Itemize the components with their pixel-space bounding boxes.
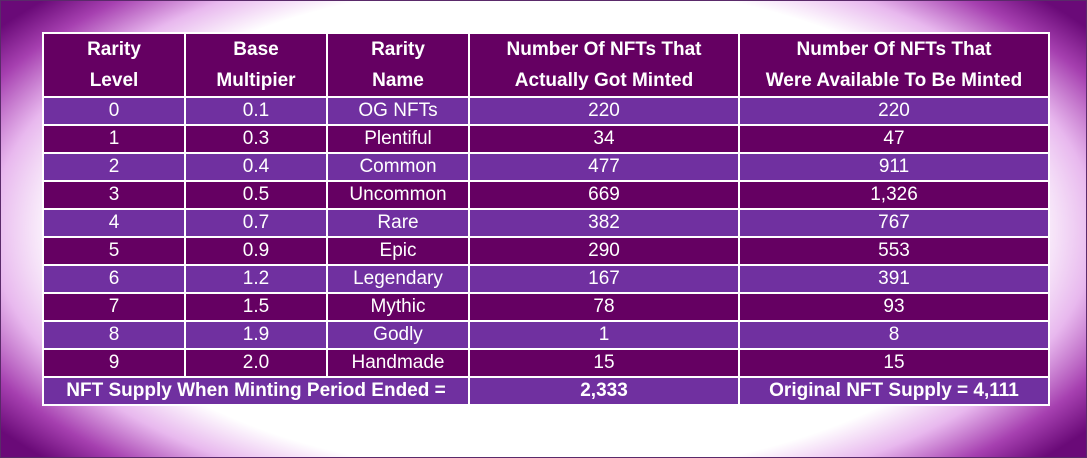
cell-available: 220 xyxy=(738,96,1050,126)
table-row: 3 0.5 Uncommon 669 1,326 xyxy=(42,180,1050,210)
minted-total: 2,333 xyxy=(468,376,740,406)
cell-minted: 15 xyxy=(468,348,740,378)
cell-name: Handmade xyxy=(326,348,470,378)
table-body: 0 0.1 OG NFTs 220 220 1 0.3 Plentiful 34… xyxy=(42,96,1050,406)
cell-minted: 220 xyxy=(468,96,740,126)
cell-minted: 78 xyxy=(468,292,740,322)
cell-name: Mythic xyxy=(326,292,470,322)
cell-multiplier: 2.0 xyxy=(184,348,328,378)
cell-multiplier: 1.9 xyxy=(184,320,328,350)
cell-multiplier: 0.4 xyxy=(184,152,328,182)
cell-minted: 34 xyxy=(468,124,740,154)
cell-multiplier: 0.7 xyxy=(184,208,328,238)
cell-available: 8 xyxy=(738,320,1050,350)
cell-level: 0 xyxy=(42,96,186,126)
rarity-table: Rarity Level Base Multipier Rarity Name … xyxy=(42,32,1050,406)
table-row: 7 1.5 Mythic 78 93 xyxy=(42,292,1050,322)
cell-multiplier: 1.2 xyxy=(184,264,328,294)
cell-level: 9 xyxy=(42,348,186,378)
cell-minted: 382 xyxy=(468,208,740,238)
original-supply: Original NFT Supply = 4,111 xyxy=(738,376,1050,406)
cell-minted: 1 xyxy=(468,320,740,350)
total-row: NFT Supply When Minting Period Ended = 2… xyxy=(42,376,1050,406)
cell-minted: 290 xyxy=(468,236,740,266)
table-row: 0 0.1 OG NFTs 220 220 xyxy=(42,96,1050,126)
cell-level: 8 xyxy=(42,320,186,350)
table-row: 8 1.9 Godly 1 8 xyxy=(42,320,1050,350)
cell-available: 1,326 xyxy=(738,180,1050,210)
header-row: Rarity Level Base Multipier Rarity Name … xyxy=(42,32,1050,98)
table-row: 1 0.3 Plentiful 34 47 xyxy=(42,124,1050,154)
cell-minted: 167 xyxy=(468,264,740,294)
header-base-multiplier: Base Multipier xyxy=(184,32,328,98)
table-row: 2 0.4 Common 477 911 xyxy=(42,152,1050,182)
table-header: Rarity Level Base Multipier Rarity Name … xyxy=(42,32,1050,98)
cell-name: Rare xyxy=(326,208,470,238)
cell-available: 911 xyxy=(738,152,1050,182)
cell-available: 47 xyxy=(738,124,1050,154)
cell-multiplier: 1.5 xyxy=(184,292,328,322)
cell-minted: 669 xyxy=(468,180,740,210)
cell-name: Legendary xyxy=(326,264,470,294)
header-rarity-name: Rarity Name xyxy=(326,32,470,98)
cell-level: 2 xyxy=(42,152,186,182)
cell-level: 1 xyxy=(42,124,186,154)
cell-available: 553 xyxy=(738,236,1050,266)
cell-name: Epic xyxy=(326,236,470,266)
cell-multiplier: 0.3 xyxy=(184,124,328,154)
cell-multiplier: 0.5 xyxy=(184,180,328,210)
cell-level: 3 xyxy=(42,180,186,210)
cell-multiplier: 0.9 xyxy=(184,236,328,266)
cell-multiplier: 0.1 xyxy=(184,96,328,126)
total-label: NFT Supply When Minting Period Ended = xyxy=(42,376,470,406)
cell-name: Common xyxy=(326,152,470,182)
table-row: 5 0.9 Epic 290 553 xyxy=(42,236,1050,266)
cell-available: 15 xyxy=(738,348,1050,378)
cell-name: Godly xyxy=(326,320,470,350)
header-available: Number Of NFTs That Were Available To Be… xyxy=(738,32,1050,98)
cell-available: 391 xyxy=(738,264,1050,294)
table-row: 6 1.2 Legendary 167 391 xyxy=(42,264,1050,294)
cell-name: Plentiful xyxy=(326,124,470,154)
cell-name: OG NFTs xyxy=(326,96,470,126)
cell-available: 767 xyxy=(738,208,1050,238)
cell-level: 7 xyxy=(42,292,186,322)
cell-minted: 477 xyxy=(468,152,740,182)
cell-name: Uncommon xyxy=(326,180,470,210)
cell-level: 5 xyxy=(42,236,186,266)
cell-level: 6 xyxy=(42,264,186,294)
table-row: 9 2.0 Handmade 15 15 xyxy=(42,348,1050,378)
cell-available: 93 xyxy=(738,292,1050,322)
cell-level: 4 xyxy=(42,208,186,238)
header-rarity-level: Rarity Level xyxy=(42,32,186,98)
table-row: 4 0.7 Rare 382 767 xyxy=(42,208,1050,238)
header-minted: Number Of NFTs That Actually Got Minted xyxy=(468,32,740,98)
